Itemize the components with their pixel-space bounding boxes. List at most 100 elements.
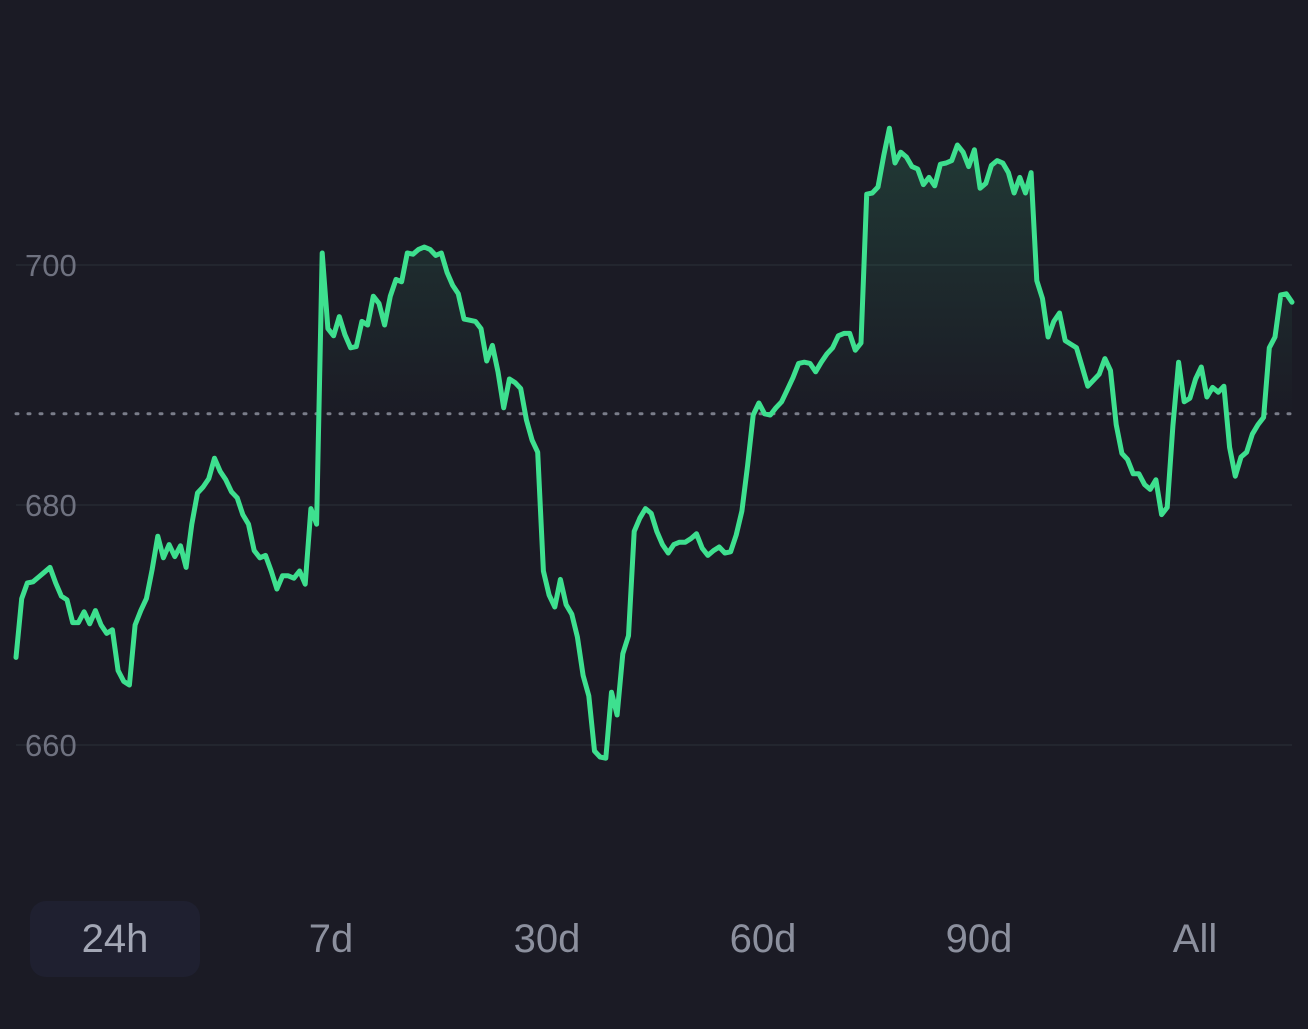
data-point <box>1001 161 1004 165</box>
data-point <box>667 551 670 555</box>
data-point <box>82 610 86 613</box>
data-point <box>508 377 511 381</box>
data-point <box>355 345 358 348</box>
data-point <box>37 575 40 579</box>
data-point <box>105 632 108 635</box>
data-point <box>167 543 171 546</box>
data-point <box>1171 424 1175 427</box>
data-point <box>939 163 942 166</box>
data-point <box>1069 343 1073 346</box>
data-point <box>1007 171 1010 174</box>
data-point <box>241 513 244 516</box>
data-point <box>650 512 653 515</box>
data-point <box>383 323 386 327</box>
data-point <box>71 621 74 624</box>
data-point <box>757 401 761 405</box>
data-point <box>201 485 205 489</box>
data-point <box>803 361 806 364</box>
data-point <box>1126 458 1129 461</box>
data-point <box>944 161 948 165</box>
data-point <box>77 621 80 624</box>
timeframe-all-button[interactable]: All <box>1172 916 1218 961</box>
data-point <box>128 683 131 687</box>
series-area <box>16 128 1292 414</box>
data-point <box>1251 433 1254 436</box>
data-point <box>94 609 97 612</box>
data-point <box>769 413 772 417</box>
data-point <box>905 155 908 159</box>
data-point <box>519 387 522 390</box>
data-point <box>111 628 114 631</box>
data-point <box>20 597 23 600</box>
data-point <box>1211 386 1214 389</box>
data-point <box>1245 451 1248 454</box>
data-point <box>1154 478 1158 481</box>
data-point <box>411 253 415 256</box>
data-point <box>462 317 466 321</box>
data-point <box>321 251 324 255</box>
data-point <box>525 418 528 421</box>
data-point <box>1234 475 1237 478</box>
data-point <box>1120 452 1124 455</box>
data-point <box>253 549 256 552</box>
data-point <box>740 509 744 513</box>
data-point <box>576 635 579 639</box>
data-point <box>961 151 965 154</box>
data-point <box>474 320 477 323</box>
data-point <box>468 319 471 322</box>
data-point <box>1239 455 1243 459</box>
data-point <box>978 187 982 190</box>
data-point <box>457 292 460 295</box>
data-point <box>43 571 46 574</box>
data-point <box>865 193 868 196</box>
data-point <box>88 622 91 625</box>
timeframe-90d-button[interactable]: 90d <box>945 916 1013 961</box>
data-point <box>542 569 545 573</box>
data-point <box>54 581 57 585</box>
data-point <box>910 165 914 168</box>
data-point <box>236 496 239 499</box>
data-point <box>927 176 931 179</box>
data-point <box>513 381 517 384</box>
data-point <box>1262 416 1265 419</box>
data-point <box>837 334 840 337</box>
data-point <box>281 574 284 577</box>
data-point <box>854 349 857 352</box>
data-point <box>139 609 142 612</box>
data-point <box>485 359 488 363</box>
timeframe-24h-button[interactable]: 24h <box>30 901 200 977</box>
data-point <box>196 491 199 495</box>
data-point <box>275 587 279 591</box>
data-point <box>825 352 829 355</box>
data-point <box>1149 488 1152 491</box>
data-point <box>950 159 953 162</box>
timeframe-60d-button[interactable]: 60d <box>729 916 797 961</box>
data-point <box>701 547 704 550</box>
data-point <box>786 388 789 391</box>
data-point <box>434 254 437 257</box>
data-point <box>372 295 375 298</box>
data-point <box>304 583 307 586</box>
data-point <box>258 556 262 559</box>
price-chart[interactable]: 660 680 700 <box>0 0 1308 880</box>
data-point <box>1279 293 1282 297</box>
data-point <box>162 556 165 559</box>
data-point <box>1046 335 1050 339</box>
data-point <box>417 248 420 251</box>
timeframe-30d-button[interactable]: 30d <box>513 916 581 961</box>
data-point <box>315 523 318 526</box>
data-point <box>343 333 347 336</box>
data-point <box>502 406 505 409</box>
data-point <box>1268 346 1271 349</box>
data-point <box>967 165 970 168</box>
data-point <box>530 439 534 442</box>
data-point <box>366 323 369 327</box>
data-point <box>581 674 585 677</box>
data-point <box>1115 423 1118 426</box>
data-point <box>729 550 732 553</box>
data-point <box>326 327 330 330</box>
data-point <box>428 248 432 251</box>
data-point <box>423 245 426 249</box>
timeframe-7d-button[interactable]: 7d <box>308 916 354 961</box>
data-point <box>735 533 738 537</box>
